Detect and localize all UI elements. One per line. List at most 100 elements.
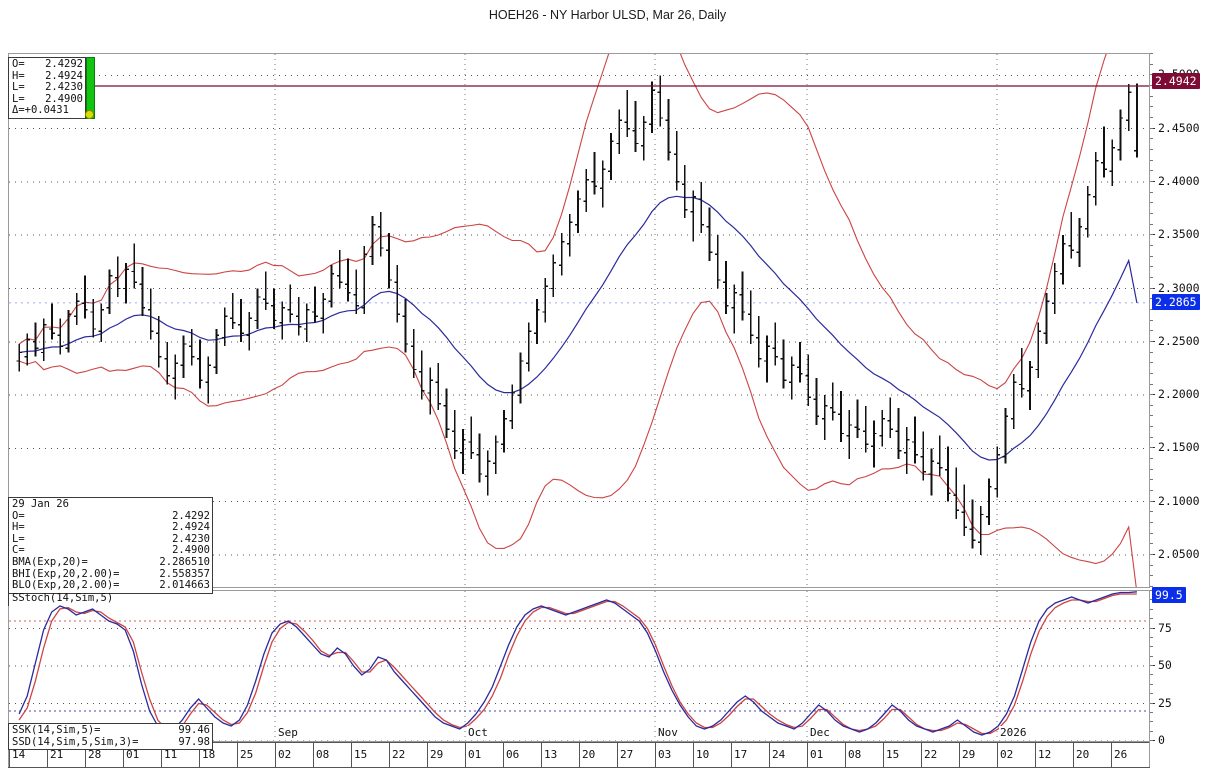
info-key: H=: [12, 521, 25, 534]
date-axis-day-label: 15: [354, 748, 368, 761]
price-axis-minor-tick: [1150, 436, 1153, 438]
price-axis-minor-tick: [1150, 500, 1153, 502]
price-chart-svg: [9, 54, 1149, 587]
date-axis-day-label: 02: [1000, 748, 1014, 761]
price-axis-minor-tick: [1150, 351, 1153, 353]
price-axis-minor-tick: [1150, 234, 1153, 236]
price-axis-minor-tick: [1150, 522, 1153, 523]
date-axis-separator: [351, 742, 352, 768]
stochastic-axis-minor-tick: [1150, 590, 1153, 591]
info-row: O= 2.4292: [12, 58, 83, 71]
date-axis-day-label: 15: [886, 748, 900, 761]
price-axis-minor-tick: [1150, 415, 1153, 417]
date-axis-separator: [161, 742, 162, 768]
info-key: O=: [12, 58, 25, 70]
info-row: BLO(Exp,20,2.00)= 2.014663: [12, 580, 210, 592]
date-axis-day-label: 27: [620, 748, 634, 761]
date-axis-separator: [617, 742, 618, 768]
date-axis-day-label: 17: [734, 748, 748, 761]
date-axis-month-label: Nov: [657, 726, 679, 739]
date-axis-separator: [313, 742, 314, 768]
date-axis-day-label: 29: [430, 748, 444, 761]
date-axis-day-label: 21: [50, 748, 64, 761]
date-axis-day-label: 08: [848, 748, 862, 761]
stochastic-axis-minor-tick: [1150, 636, 1153, 638]
date-axis-separator: [1073, 742, 1074, 768]
price-axis-minor-tick: [1150, 223, 1153, 225]
info-key: SSD(14,Sim,5,Sim,3)=: [12, 735, 139, 748]
stochastic-axis-minor-tick: [1150, 608, 1153, 610]
price-axis-minor-tick: [1150, 298, 1153, 300]
date-axis-month-label: Oct: [467, 726, 489, 739]
price-axis-minor-tick: [1150, 372, 1153, 374]
price-plot-area: [9, 54, 1149, 587]
price-axis-minor-tick: [1150, 255, 1153, 257]
price-axis-label: 2.0500: [1158, 547, 1200, 562]
date-axis-separator: [503, 742, 504, 768]
info-key: BLO(Exp,20,2.00)=: [12, 579, 120, 592]
price-axis-minor-tick: [1150, 340, 1153, 342]
info-value: 97.98: [178, 735, 210, 748]
stochastic-chart-svg: [9, 591, 1149, 741]
date-axis-day-label: 12: [1038, 748, 1052, 761]
date-axis-separator: [845, 742, 846, 768]
price-axis-minor-tick: [1150, 308, 1153, 310]
info-key: L=: [12, 532, 25, 545]
date-axis-separator: [731, 742, 732, 768]
date-axis-separator: [427, 742, 428, 768]
info-row: BHI(Exp,20,2.00)= 2.558357: [12, 568, 210, 581]
price-axis-minor-tick: [1150, 180, 1153, 182]
stochastic-axis-minor-tick: [1150, 711, 1153, 713]
info-value: 2.4900: [172, 544, 210, 557]
date-axis-separator: [47, 742, 48, 768]
date-axis-separator: [693, 742, 694, 768]
info-key: BMA(Exp,20)=: [12, 555, 88, 568]
date-axis-month-label: Dec: [809, 726, 831, 739]
price-axis-minor-tick: [1150, 138, 1153, 140]
stochastic-axis-label: 75: [1158, 620, 1172, 635]
price-axis-minor-tick: [1150, 330, 1153, 332]
date-axis-day-label: 25: [240, 748, 254, 761]
stochastic-panel[interactable]: [8, 590, 1150, 742]
info-value: 2.286510: [159, 555, 210, 568]
date-axis-separator: [1035, 742, 1036, 768]
info-row: SSD(14,Sim,5,Sim,3)= 97.98: [12, 735, 210, 749]
stochastic-value-badge: 99.5: [1152, 586, 1186, 603]
info-row: H= 2.4924: [12, 522, 210, 534]
stochastic-axis-minor-tick: [1150, 702, 1153, 704]
stochastic-axis-minor-tick: [1150, 721, 1153, 723]
date-axis-separator: [465, 742, 466, 768]
info-key: O=: [12, 509, 25, 522]
date-axis-separator: [769, 742, 770, 768]
info-row: H= 2.4924: [12, 70, 83, 83]
date-axis-separator: [921, 742, 922, 768]
stochastic-axis-minor-tick: [1150, 646, 1153, 648]
stochastic-axis-minor-tick: [1150, 674, 1153, 676]
price-axis-minor-tick: [1150, 319, 1153, 321]
price-axis-minor-tick: [1150, 85, 1153, 86]
price-axis-label: 2.3000: [1158, 280, 1200, 295]
date-axis-day-label: 03: [658, 748, 672, 761]
cursor-dot: [85, 110, 94, 119]
date-axis-day-label: 01: [468, 748, 482, 761]
price-axis-label: 2.4000: [1158, 173, 1200, 188]
info-value: 99.46: [178, 724, 210, 736]
price-axis-label: 2.2500: [1158, 333, 1200, 348]
info-key: L=: [12, 81, 25, 94]
date-axis-separator: [997, 742, 998, 768]
price-axis-minor-tick: [1150, 511, 1153, 513]
date-axis-separator: [807, 742, 808, 768]
price-axis-minor-tick: [1150, 170, 1153, 172]
price-axis-minor-tick: [1150, 426, 1153, 428]
stochastic-values-box: SSK(14,Sim,5)= 99.46 SSD(14,Sim,5,Sim,3)= 9…: [8, 723, 213, 751]
info-value: 2.4292: [172, 509, 210, 522]
date-axis-day-label: 11: [164, 748, 178, 761]
price-axis-label: 2.4500: [1158, 120, 1200, 135]
date-axis-day-label: 24: [772, 748, 786, 761]
stochastic-plot-area: [9, 591, 1149, 741]
info-value: 2.4924: [172, 521, 210, 534]
price-axis-minor-tick: [1150, 490, 1153, 492]
info-key: SSK(14,Sim,5)=: [12, 724, 101, 736]
date-axis-day-label: 22: [924, 748, 938, 761]
